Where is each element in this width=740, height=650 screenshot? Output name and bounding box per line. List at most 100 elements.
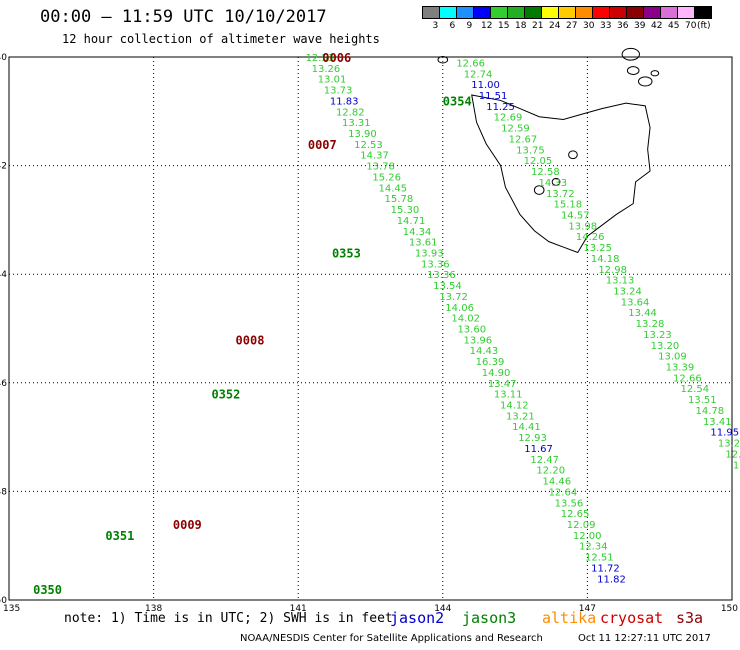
swh-value: 13.44 [628, 308, 657, 319]
longitude-label: 135 [3, 604, 20, 614]
swh-value: 16.39 [476, 357, 505, 368]
swh-value: 12.34 [579, 542, 608, 553]
swh-value: 13.47 [488, 379, 517, 390]
swh-value: 13.09 [658, 352, 687, 363]
pass-time-label: 0008 [236, 333, 265, 347]
swh-value: 13.64 [621, 297, 650, 308]
swh-value: 14.02 [451, 314, 480, 325]
swh-value: 13.21 [506, 411, 535, 422]
swh-value: 14.78 [695, 406, 724, 417]
swh-value: 11.25 [486, 102, 515, 113]
swh-value: 13.41 [703, 417, 732, 428]
swh-value: 11.95 [710, 428, 739, 439]
color-swatch [694, 6, 712, 19]
color-scale-label: 18 [515, 21, 527, 31]
swh-value: 11.83 [330, 96, 359, 107]
color-scale-label: 45 [668, 21, 680, 31]
color-scale-label: 27 [566, 21, 578, 31]
satellite-legend-jason2: jason2 [390, 609, 445, 627]
swh-value: 13.39 [666, 363, 695, 374]
island-outline [637, 76, 653, 87]
color-scale-label: 42 [651, 21, 663, 31]
swh-value: 12.58 [531, 167, 560, 178]
swh-value: 13.13 [606, 276, 635, 287]
swh-value: 14.71 [397, 216, 426, 227]
swh-value: 13.01 [318, 75, 347, 86]
swh-value: 13.96 [464, 335, 493, 346]
swh-value: 12.98 [598, 265, 627, 276]
swh-value: 13.72 [546, 189, 575, 200]
map-title: 00:00 – 11:59 UTC 10/10/2017 [40, 7, 327, 27]
color-scale-label: 36 [617, 21, 629, 31]
swh-value: 14.45 [378, 183, 407, 194]
swh-value: 12.47 [530, 455, 559, 466]
swh-value: 13.23 [643, 330, 672, 341]
swh-value: 11.82 [597, 574, 626, 585]
swh-value: 12.54 [681, 384, 710, 395]
swh-value: 15.18 [553, 200, 582, 211]
longitude-label: 138 [145, 604, 162, 614]
swh-value: 12.29 [725, 449, 740, 460]
swh-value: 11.67 [524, 444, 553, 455]
pass-time-label: 0351 [105, 529, 134, 543]
map-frame [8, 56, 733, 601]
swh-value: 14.26 [576, 232, 605, 243]
latitude-label: -46 [0, 379, 7, 389]
color-scale-label: 39 [634, 21, 646, 31]
swh-value: 13.11 [494, 390, 523, 401]
swh-value: 13.61 [409, 238, 438, 249]
longitude-label: 141 [290, 604, 307, 614]
swh-value: 13.72 [439, 292, 468, 303]
swh-value: 15.78 [385, 194, 414, 205]
swh-value: 12.53 [354, 140, 383, 151]
island-outline [621, 47, 640, 61]
latitude-label: -42 [0, 162, 7, 172]
swh-value: 12.82 [336, 107, 365, 118]
island-outline [437, 55, 449, 64]
swh-value: 14.12 [500, 401, 529, 412]
map-subtitle: 12 hour collection of altimeter wave hei… [62, 32, 380, 46]
swh-value: 14.57 [561, 210, 590, 221]
swh-value: 13.27 [718, 439, 740, 450]
color-scale-label: 6 [449, 21, 456, 31]
tasmania-coastline [471, 94, 651, 254]
swh-value: 13.93 [415, 248, 444, 259]
satellite-legend-s3a: s3a [676, 609, 704, 627]
swh-value: 12.74 [464, 69, 493, 80]
swh-value: 14.06 [445, 303, 474, 314]
lake-outline [568, 150, 578, 160]
swh-value: 12.64 [549, 487, 578, 498]
color-scale-label: 33 [600, 21, 612, 31]
swh-value: 13.24 [613, 286, 642, 297]
swh-value: 14.41 [512, 422, 541, 433]
swh-value: 15.30 [391, 205, 420, 216]
color-scale-label: (ft) [697, 21, 711, 31]
swh-value: 12.09 [567, 520, 596, 531]
color-scale-label: 70 [685, 21, 697, 31]
color-scale-label: 12 [481, 21, 493, 31]
swh-value: 12.32 [733, 460, 740, 471]
swh-value: 13.78 [366, 162, 395, 173]
swh-value: 12.66 [673, 373, 702, 384]
swh-value: 13.36 [421, 259, 450, 270]
pass-time-label: 0350 [33, 583, 62, 597]
island-outline [650, 70, 660, 77]
swh-value: 13.75 [516, 145, 545, 156]
swh-value: 12.69 [494, 113, 523, 124]
swh-value: 12.65 [561, 509, 590, 520]
swh-value: 14.37 [360, 151, 389, 162]
satellite-legend-cryosat: cryosat [600, 609, 664, 627]
swh-value: 13.20 [651, 341, 680, 352]
longitude-label: 144 [434, 604, 451, 614]
swh-value: 11.51 [479, 91, 508, 102]
swh-value: 13.56 [555, 498, 584, 509]
pass-time-label: 0353 [332, 246, 361, 260]
swh-value: 12.93 [518, 433, 547, 444]
pass-time-label: 0352 [211, 388, 240, 402]
pass-time-label: 0006 [322, 51, 351, 65]
color-scale-label: 15 [498, 21, 510, 31]
latitude-label: -40 [0, 53, 7, 63]
swh-value: 14.34 [403, 227, 432, 238]
swh-value: 14.43 [470, 346, 499, 357]
